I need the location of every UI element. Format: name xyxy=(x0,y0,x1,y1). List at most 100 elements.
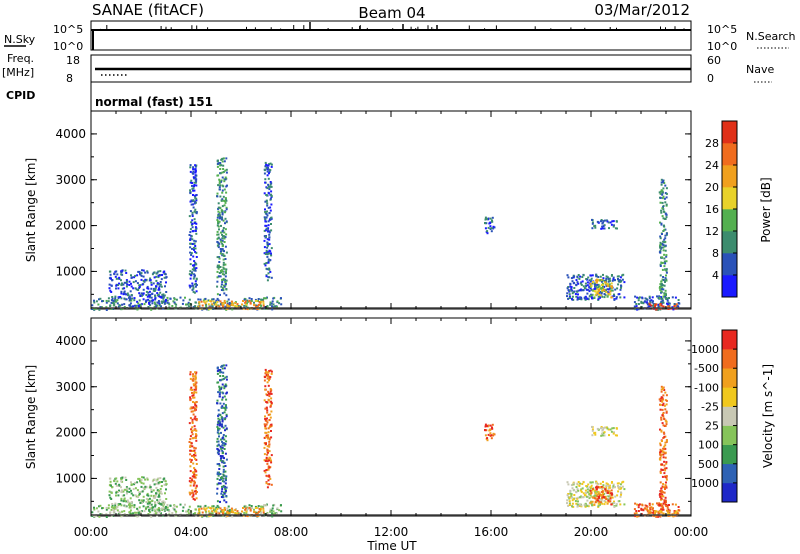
power-echo-cell xyxy=(268,170,271,173)
velocity-echo-cell xyxy=(193,490,196,493)
power-echo-cell xyxy=(123,303,126,306)
velocity-echo-cell xyxy=(617,485,619,487)
power-echo-cell xyxy=(269,303,272,306)
velocity-echo-cell xyxy=(648,511,651,514)
velocity-echo-cell xyxy=(591,489,594,492)
velocity-echo-cell xyxy=(664,469,667,472)
velocity-echo-cell xyxy=(608,494,611,497)
velocity-echo-cell xyxy=(194,388,197,391)
velocity-echo-cell xyxy=(152,494,155,497)
power-echo-cell xyxy=(164,285,166,288)
velocity-echo-cell xyxy=(93,508,96,511)
power-echo-cell xyxy=(223,204,226,207)
power-echo-cell xyxy=(662,276,665,278)
velocity-echo-cell xyxy=(603,487,606,489)
velocity-echo-cell xyxy=(263,513,266,515)
power-echo-cell xyxy=(216,301,219,303)
power-echo-cell xyxy=(224,278,226,281)
power-echo-cell xyxy=(154,298,157,301)
velocity-echo-cell xyxy=(132,494,135,497)
velocity-echo-cell xyxy=(665,500,667,503)
power-echo-cell xyxy=(606,288,609,291)
power-echo-cell xyxy=(158,288,161,291)
velocity-echo-cell xyxy=(663,389,666,391)
power-echo-cell xyxy=(110,277,112,280)
power-echo-cell xyxy=(600,287,602,290)
velocity-echo-cell xyxy=(665,478,668,481)
power-echo-cell xyxy=(663,241,666,244)
power-echo-cell xyxy=(223,299,226,302)
velocity-echo-cell xyxy=(194,437,197,439)
velocity-echo-cell xyxy=(140,510,143,513)
power-echo-cell xyxy=(145,294,148,296)
velocity-echo-cell xyxy=(125,486,128,489)
power-echo-cell xyxy=(131,305,133,308)
velocity-echo-cell xyxy=(118,511,121,514)
power-echo-cell xyxy=(193,260,196,263)
velocity-colorbar-tick-label: -25 xyxy=(701,400,719,413)
power-echo-cell xyxy=(663,265,666,268)
velocity-echo-cell xyxy=(594,489,596,492)
velocity-echo-cell xyxy=(225,479,227,482)
power-echo-cell xyxy=(661,233,663,235)
power-echo-cell xyxy=(120,290,123,293)
power-echo-cell xyxy=(665,268,668,271)
power-echo-cell xyxy=(677,299,680,301)
velocity-echo-cell xyxy=(597,483,600,485)
power-echo-cell xyxy=(140,274,143,277)
power-echo-cell xyxy=(664,234,667,237)
power-echo-cell xyxy=(128,295,131,298)
power-echo-cell xyxy=(133,276,136,279)
power-echo-cell xyxy=(118,304,121,307)
power-echo-cell xyxy=(619,296,622,299)
power-echo-cell xyxy=(216,233,219,236)
power-echo-cell xyxy=(583,296,586,299)
power-echo-cell xyxy=(109,270,112,273)
power-echo-cell xyxy=(664,212,667,215)
power-echo-cell xyxy=(193,266,196,269)
power-echo-cell xyxy=(271,300,274,303)
power-echo-cell xyxy=(264,161,267,164)
velocity-echo-cell xyxy=(130,481,132,484)
velocity-echo-cell xyxy=(162,500,165,503)
velocity-echo-cell xyxy=(659,403,662,406)
power-echo-cell xyxy=(662,240,665,243)
velocity-echo-cell xyxy=(596,427,599,430)
power-echo-cell xyxy=(235,306,238,309)
velocity-echo-cell xyxy=(650,511,653,514)
power-echo-cell xyxy=(264,165,267,168)
velocity-echo-cell xyxy=(221,477,224,480)
power-echo-cell xyxy=(216,293,219,296)
power-echo-cell xyxy=(664,201,667,204)
power-echo-cell xyxy=(270,252,272,255)
velocity-echo-cell xyxy=(142,486,145,489)
velocity-echo-cell xyxy=(225,486,228,489)
velocity-echo-cell xyxy=(149,503,152,506)
velocity-echo-cell xyxy=(139,491,142,494)
power-echo-cell xyxy=(216,280,219,283)
velocity-echo-cell xyxy=(609,497,612,500)
velocity-echo-cell xyxy=(225,398,228,401)
power-echo-cell xyxy=(616,275,619,278)
velocity-echo-cell xyxy=(220,455,223,458)
power-echo-cell xyxy=(662,217,665,220)
date-title: 03/Mar/2012 xyxy=(594,1,690,19)
velocity-echo-cell xyxy=(190,410,193,413)
power-echo-cell xyxy=(650,299,653,302)
power-echo-cell xyxy=(257,300,259,302)
velocity-colorbar-swatch xyxy=(722,444,737,465)
velocity-echo-cell xyxy=(217,432,220,435)
velocity-echo-cell xyxy=(181,509,184,512)
velocity-echo-cell xyxy=(237,512,240,514)
power-echo-cell xyxy=(188,215,191,218)
velocity-echo-cell xyxy=(668,504,670,506)
power-echo-cell xyxy=(189,251,192,254)
power-ytick-label: 4000 xyxy=(55,127,86,141)
power-echo-cell xyxy=(603,289,606,292)
velocity-echo-cell xyxy=(267,437,269,440)
power-echo-cell xyxy=(598,285,601,288)
velocity-echo-cell xyxy=(163,483,166,486)
power-echo-cell xyxy=(194,245,197,247)
power-echo-cell xyxy=(191,247,193,250)
velocity-echo-cell xyxy=(606,491,609,494)
